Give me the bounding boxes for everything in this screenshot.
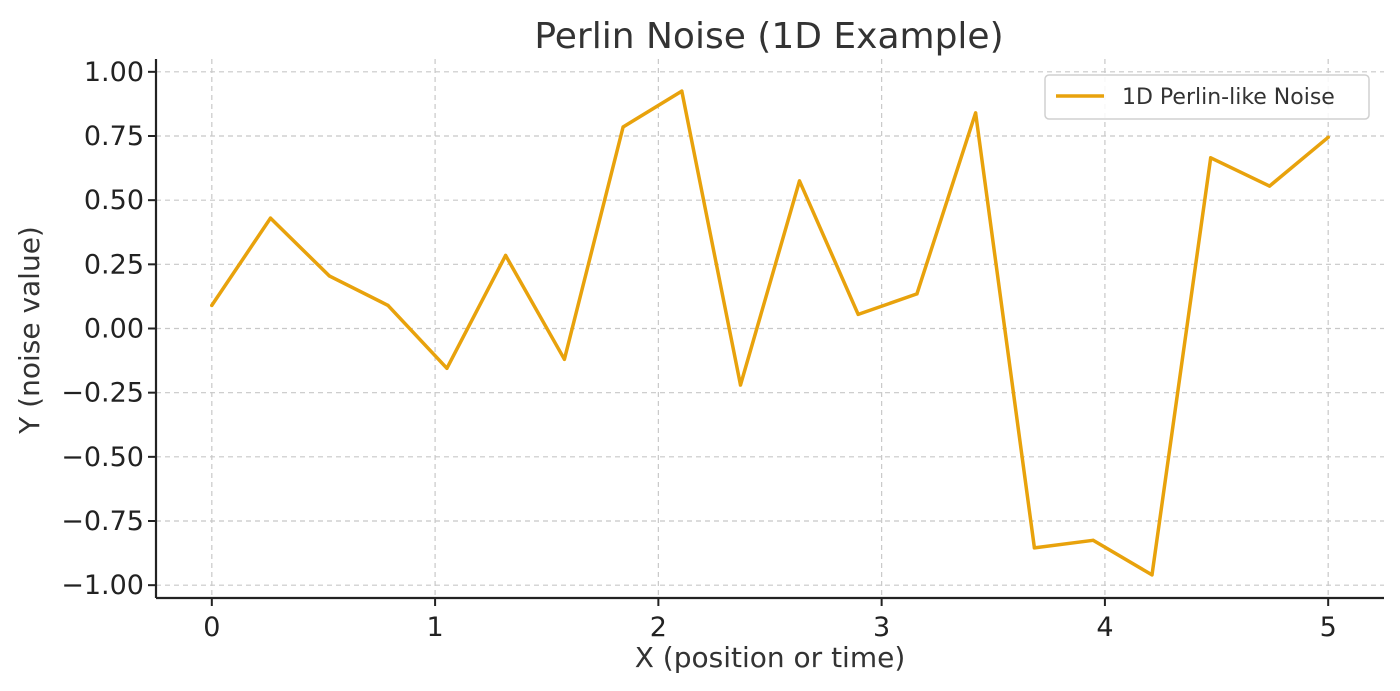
legend-label: 1D Perlin-like Noise [1122, 85, 1335, 110]
data-point [797, 179, 802, 183]
data-point [504, 253, 508, 257]
data-point [974, 111, 978, 115]
y-tick-label: 1.00 [84, 57, 144, 88]
data-point [915, 292, 919, 296]
y-tick-label: −0.50 [61, 442, 144, 473]
legend-box [1044, 74, 1370, 120]
y-tick-label: 0.00 [84, 314, 144, 345]
data-point [327, 274, 331, 278]
y-tick-label: −0.75 [61, 506, 144, 537]
x-tick-label: 2 [650, 612, 667, 643]
y-ticks: −1.00 −0.75 −0.50 −0.25 0.00 0.25 0.50 0.75 1.00 [61, 57, 156, 601]
x-tick-label: 4 [1096, 612, 1113, 643]
y-tick-label: −0.25 [61, 378, 144, 409]
data-point [1209, 156, 1213, 160]
x-tick-label: 1 [426, 612, 443, 643]
data-point [562, 357, 567, 361]
x-tick-label: 5 [1320, 612, 1337, 643]
series-line [210, 89, 1330, 577]
data-point [445, 366, 449, 370]
data-point [268, 216, 273, 220]
legend: 1D Perlin-like Noise [1044, 74, 1370, 120]
data-point [1091, 538, 1095, 542]
data-point [1326, 135, 1330, 139]
data-point [738, 383, 743, 387]
x-ticks: 0 1 2 3 4 5 [203, 598, 1337, 643]
y-tick-label: 0.75 [84, 121, 144, 152]
series-layer [210, 89, 1330, 577]
y-tick-label: −1.00 [61, 570, 144, 601]
data-point [386, 303, 390, 307]
y-axis-label: Y (noise value) [13, 226, 46, 435]
x-tick-label: 0 [203, 612, 220, 643]
x-tick-label: 3 [873, 612, 890, 643]
y-tick-label: 0.50 [84, 185, 144, 216]
data-point [856, 312, 860, 316]
y-tick-label: 0.25 [84, 249, 144, 280]
chart-title: Perlin Noise (1D Example) [534, 16, 1003, 57]
data-point [621, 125, 625, 129]
x-axis-label: X (position or time) [635, 641, 906, 674]
data-point [1267, 184, 1272, 188]
data-point [1032, 546, 1036, 550]
data-point [210, 303, 214, 307]
grid [156, 59, 1384, 598]
data-point [680, 89, 684, 93]
data-point [1150, 573, 1154, 577]
